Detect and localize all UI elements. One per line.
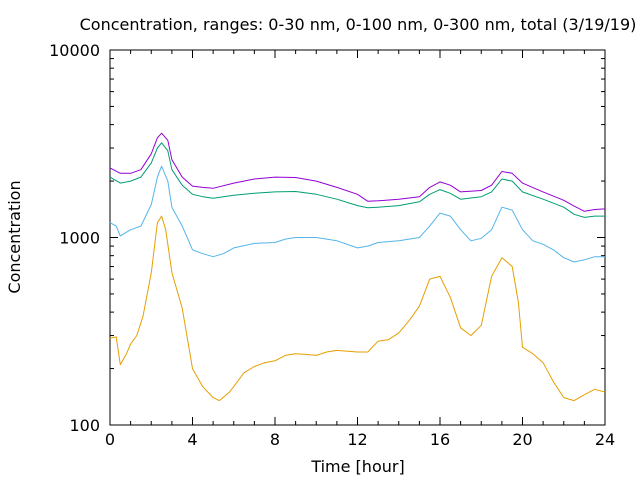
series-line-1 (109, 215, 606, 402)
series-line-3 (109, 142, 605, 218)
x-tick-label: 8 (270, 430, 280, 449)
x-axis-label: Time [hour] (310, 457, 404, 476)
series-line-4 (109, 132, 606, 212)
x-tick-label: 12 (347, 430, 367, 449)
x-tick-label: 0 (105, 430, 115, 449)
y-tick-label: 1000 (59, 229, 100, 248)
x-tick-label: 20 (512, 430, 532, 449)
y-axis: 100 1000 10000 (49, 41, 605, 435)
plot-frame (109, 49, 606, 426)
plot-lines (109, 132, 606, 402)
x-tick-label: 4 (187, 430, 197, 449)
x-axis: 0 4 8 12 16 20 24 (105, 50, 615, 449)
x-tick-label: 24 (595, 430, 615, 449)
x-tick-label: 16 (430, 430, 450, 449)
chart-title: Concentration, ranges: 0-30 nm, 0-100 nm… (80, 15, 637, 34)
y-axis-label: Concentration (5, 180, 24, 293)
y-tick-label: 10000 (49, 41, 100, 60)
y-tick-label: 100 (69, 416, 100, 435)
series-line-2 (109, 165, 605, 263)
